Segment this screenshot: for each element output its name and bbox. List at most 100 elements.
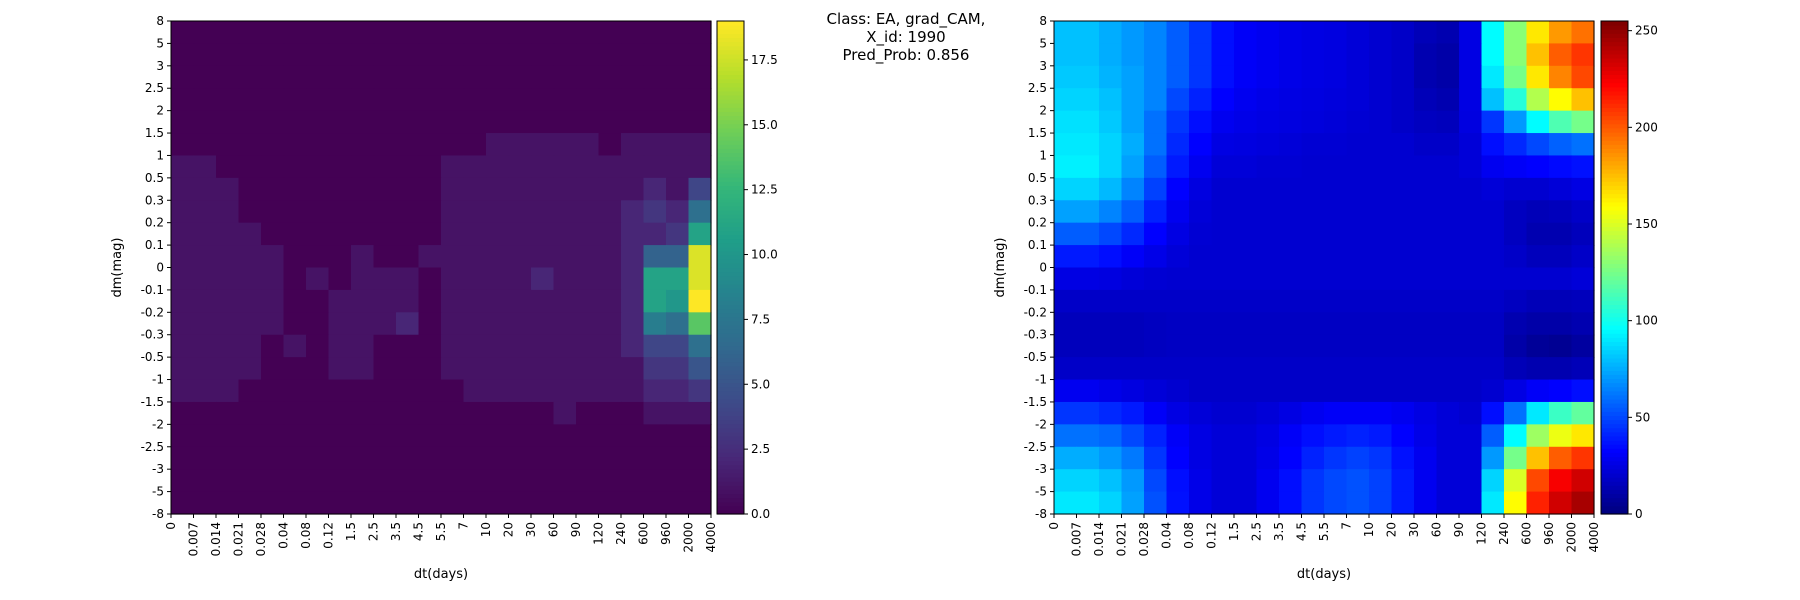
heatmap-cell: [1391, 155, 1415, 179]
heatmap-cell: [643, 222, 667, 246]
heatmap-cell: [643, 110, 667, 134]
heatmap-cell: [171, 491, 195, 515]
colorbar-segment: [1601, 164, 1628, 170]
colorbar-segment: [1601, 394, 1628, 400]
heatmap-cell: [1459, 401, 1483, 425]
heatmap-cell: [171, 133, 195, 157]
heatmap-cell: [1549, 491, 1573, 515]
heatmap-cell: [373, 491, 397, 515]
heatmap-cell: [1459, 312, 1483, 336]
heatmap-cell: [576, 401, 600, 425]
heatmap-cell: [1504, 491, 1528, 515]
heatmap-cell: [486, 401, 510, 425]
heatmap-cell: [1099, 469, 1123, 493]
heatmap-cell: [598, 379, 622, 403]
heatmap-cell: [1211, 424, 1235, 448]
heatmap-cell: [1324, 88, 1348, 112]
heatmap-cell: [1166, 491, 1190, 515]
heatmap-cell: [1166, 222, 1190, 246]
y-tick-label: -1: [152, 373, 164, 387]
heatmap-cell: [463, 65, 487, 89]
heatmap-cell: [1571, 289, 1595, 313]
heatmap-cell: [373, 133, 397, 157]
colorbar-frame: [1600, 20, 1629, 515]
heatmap-cell: [1099, 289, 1123, 313]
heatmap-cell: [1571, 21, 1595, 45]
heatmap-cell: [373, 424, 397, 448]
colorbar-segment: [1601, 366, 1628, 371]
heatmap-cell: [1526, 245, 1550, 269]
heatmap-cell: [441, 65, 465, 89]
heatmap-cell: [688, 379, 712, 403]
heatmap-cell: [328, 401, 352, 425]
heatmap-cell: [441, 245, 465, 269]
colorbar-segment: [717, 238, 744, 244]
heatmap-cell: [1301, 267, 1325, 291]
colorbar-segment: [1601, 464, 1628, 470]
heatmap-cell: [1504, 424, 1528, 448]
heatmap-cell: [576, 312, 600, 336]
heatmap-cell: [1099, 312, 1123, 336]
heatmap-cell: [171, 222, 195, 246]
heatmap-cell: [598, 491, 622, 515]
heatmap-cell: [261, 379, 285, 403]
y-tick-label: 0: [156, 261, 164, 275]
heatmap-cell: [328, 88, 352, 112]
heatmap-cell: [1549, 200, 1573, 224]
y-tick-label: 1: [156, 148, 164, 162]
heatmap-cell: [1256, 401, 1280, 425]
heatmap-cell: [441, 401, 465, 425]
heatmap-cell: [1369, 401, 1393, 425]
heatmap-cell: [1459, 245, 1483, 269]
heatmap-cell: [1571, 110, 1595, 134]
heatmap-cell: [1076, 312, 1100, 336]
heatmap-cell: [1279, 88, 1303, 112]
heatmap-cell: [261, 222, 285, 246]
heatmap-cell: [418, 312, 442, 336]
heatmap-cell: [1436, 21, 1460, 45]
colorbar-segment: [1601, 201, 1628, 207]
heatmap-cell: [238, 469, 262, 493]
colorbar-tick-label: 5.0: [751, 377, 770, 391]
heatmap-cell: [1369, 155, 1393, 179]
y-tick-label: 1: [1039, 148, 1047, 162]
heatmap-cell: [486, 222, 510, 246]
heatmap-cell: [576, 379, 600, 403]
heatmap-cell: [1346, 43, 1370, 67]
heatmap-cell: [351, 267, 375, 291]
colorbar-segment: [717, 304, 744, 310]
heatmap-cell: [328, 491, 352, 515]
heatmap-cell: [1301, 222, 1325, 246]
heatmap-cell: [1481, 110, 1505, 134]
heatmap-cell: [238, 222, 262, 246]
heatmap-cell: [1166, 424, 1190, 448]
heatmap-cell: [666, 312, 690, 336]
colorbar-segment: [1601, 452, 1628, 458]
heatmap-cell: [441, 446, 465, 470]
heatmap-cell: [283, 110, 307, 134]
heatmap-cell: [1099, 357, 1123, 381]
heatmap-cell: [1256, 379, 1280, 403]
x-tick-label: 4000: [704, 522, 718, 553]
heatmap-cell: [1279, 177, 1303, 201]
heatmap-cell: [621, 267, 645, 291]
x-tick-label: 0.04: [1160, 522, 1174, 549]
heatmap-cell: [598, 110, 622, 134]
heatmap-cell: [1234, 245, 1258, 269]
heatmap-cell: [418, 177, 442, 201]
heatmap-cell: [193, 155, 217, 179]
colorbar-segment: [717, 185, 744, 191]
heatmap-cell: [666, 43, 690, 67]
heatmap-cell: [373, 469, 397, 493]
heatmap-cell: [1346, 245, 1370, 269]
colorbar-segment: [717, 349, 744, 355]
heatmap-cell: [666, 222, 690, 246]
heatmap-cell: [1346, 446, 1370, 470]
heatmap-cell: [171, 267, 195, 291]
heatmap-cell: [373, 334, 397, 358]
colorbar-segment: [717, 259, 744, 264]
heatmap-cell: [688, 245, 712, 269]
heatmap-cell: [171, 446, 195, 470]
heatmap-cell: [1414, 357, 1438, 381]
heatmap-cell: [1481, 245, 1505, 269]
